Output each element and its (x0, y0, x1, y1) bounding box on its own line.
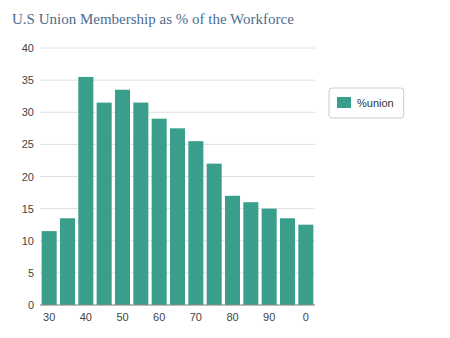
grid-line (40, 48, 315, 49)
bar (225, 196, 240, 305)
legend-label: %union (357, 97, 394, 109)
bar (262, 209, 277, 305)
chart-svg: U.S Union Membership as % of the Workfor… (0, 0, 450, 338)
y-tick-label: 30 (22, 106, 34, 118)
x-tick-label: 0 (303, 311, 309, 323)
legend-box (329, 88, 404, 118)
legend-swatch (337, 97, 351, 108)
bar (243, 202, 258, 305)
bar (42, 231, 57, 305)
bar (280, 218, 295, 305)
bar (115, 90, 130, 305)
y-tick-label: 0 (28, 299, 34, 311)
bar (97, 103, 112, 305)
x-axis-line (40, 305, 315, 306)
x-tick-label: 50 (116, 311, 128, 323)
y-tick-label: 5 (28, 267, 34, 279)
chart-container: U.S Union Membership as % of the Workfor… (0, 0, 450, 338)
bar (60, 218, 75, 305)
y-tick-label: 40 (22, 42, 34, 54)
bar (78, 77, 93, 305)
bar (152, 119, 167, 305)
y-tick-label: 25 (22, 138, 34, 150)
x-tick-label: 80 (226, 311, 238, 323)
bar (170, 128, 185, 305)
y-tick-label: 10 (22, 235, 34, 247)
x-tick-label: 40 (80, 311, 92, 323)
bar (207, 164, 222, 305)
grid (40, 48, 315, 305)
x-tick-label: 90 (263, 311, 275, 323)
y-tick-label: 20 (22, 171, 34, 183)
y-tick-label: 15 (22, 203, 34, 215)
x-tick-label: 70 (190, 311, 202, 323)
bar (133, 103, 148, 305)
bars (42, 77, 314, 305)
grid-line (40, 305, 315, 306)
legend: %union (329, 88, 404, 118)
y-tick-label: 35 (22, 74, 34, 86)
bar (298, 225, 313, 305)
bar (188, 141, 203, 305)
x-tick-label: 60 (153, 311, 165, 323)
chart-title: U.S Union Membership as % of the Workfor… (12, 11, 294, 27)
x-tick-label: 30 (43, 311, 55, 323)
